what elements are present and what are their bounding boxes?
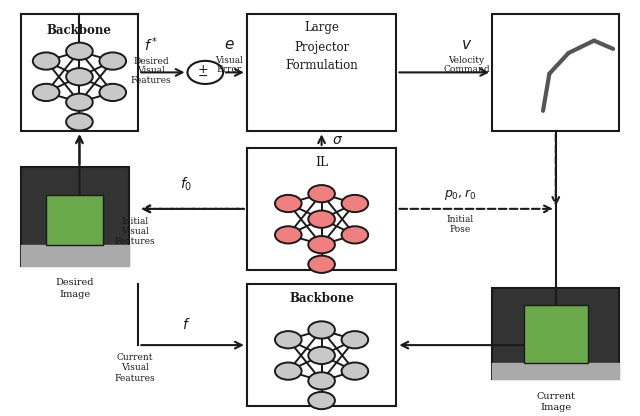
FancyBboxPatch shape [46, 196, 103, 245]
FancyArrowPatch shape [399, 69, 487, 76]
Text: $f$: $f$ [182, 317, 191, 332]
Text: Visual: Visual [121, 363, 149, 372]
FancyBboxPatch shape [20, 166, 129, 266]
Text: Current: Current [117, 353, 154, 362]
FancyArrowPatch shape [76, 136, 83, 164]
FancyBboxPatch shape [246, 284, 396, 406]
Circle shape [308, 321, 335, 339]
Text: IL: IL [315, 156, 328, 169]
Text: +: + [198, 62, 209, 76]
Circle shape [308, 347, 335, 364]
Circle shape [275, 195, 301, 212]
Circle shape [66, 113, 93, 131]
Circle shape [308, 256, 335, 273]
Text: Desired: Desired [56, 278, 94, 287]
Text: Visual: Visual [137, 66, 165, 75]
Text: Pose: Pose [449, 225, 471, 234]
Circle shape [33, 84, 60, 101]
FancyArrowPatch shape [141, 342, 242, 349]
Text: Desired: Desired [133, 57, 169, 66]
FancyArrowPatch shape [143, 206, 244, 212]
Circle shape [275, 226, 301, 243]
FancyBboxPatch shape [524, 305, 588, 363]
Text: Velocity: Velocity [449, 55, 484, 64]
Text: $\sigma$: $\sigma$ [332, 133, 343, 147]
Text: Backbone: Backbone [47, 24, 112, 37]
Circle shape [66, 42, 93, 60]
FancyBboxPatch shape [20, 14, 138, 131]
Circle shape [308, 372, 335, 389]
Text: Visual: Visual [215, 55, 243, 64]
FancyArrowPatch shape [552, 134, 559, 204]
Circle shape [99, 52, 126, 69]
Text: Image: Image [59, 290, 90, 299]
FancyArrowPatch shape [141, 69, 182, 76]
Text: $p_0, r_0$: $p_0, r_0$ [444, 187, 476, 202]
Text: −: − [198, 69, 209, 83]
FancyBboxPatch shape [492, 14, 620, 131]
FancyArrowPatch shape [318, 136, 325, 145]
Text: Initial: Initial [447, 215, 474, 224]
FancyArrowPatch shape [399, 206, 550, 212]
Circle shape [99, 84, 126, 101]
FancyArrowPatch shape [143, 206, 244, 212]
FancyBboxPatch shape [246, 14, 396, 131]
Circle shape [308, 185, 335, 202]
FancyBboxPatch shape [246, 148, 396, 270]
Text: Formulation: Formulation [285, 59, 358, 72]
Circle shape [66, 94, 93, 111]
Text: $v$: $v$ [461, 38, 472, 52]
Text: Visual: Visual [121, 227, 149, 236]
Text: Features: Features [131, 76, 172, 85]
Circle shape [308, 392, 335, 409]
Text: Command: Command [444, 65, 490, 74]
FancyBboxPatch shape [492, 288, 620, 379]
Text: Initial: Initial [122, 217, 148, 226]
Circle shape [342, 331, 368, 348]
Text: Current: Current [536, 391, 575, 401]
Text: Backbone: Backbone [289, 292, 354, 305]
Circle shape [308, 210, 335, 228]
FancyArrowPatch shape [226, 69, 242, 76]
Text: Features: Features [115, 238, 156, 246]
Text: $e$: $e$ [223, 38, 234, 52]
Text: $f_0$: $f_0$ [180, 176, 193, 193]
FancyArrowPatch shape [401, 342, 553, 349]
Text: Error: Error [216, 65, 241, 74]
Text: Large: Large [304, 21, 339, 34]
Circle shape [66, 68, 93, 85]
Circle shape [275, 362, 301, 380]
Circle shape [275, 331, 301, 348]
Circle shape [342, 195, 368, 212]
Text: $f^*$: $f^*$ [144, 35, 158, 54]
Circle shape [33, 52, 60, 69]
Text: Features: Features [115, 374, 156, 383]
Text: Image: Image [540, 403, 572, 412]
Text: Projector: Projector [294, 41, 349, 54]
Circle shape [342, 226, 368, 243]
Circle shape [342, 362, 368, 380]
Circle shape [188, 61, 223, 84]
Circle shape [308, 236, 335, 253]
